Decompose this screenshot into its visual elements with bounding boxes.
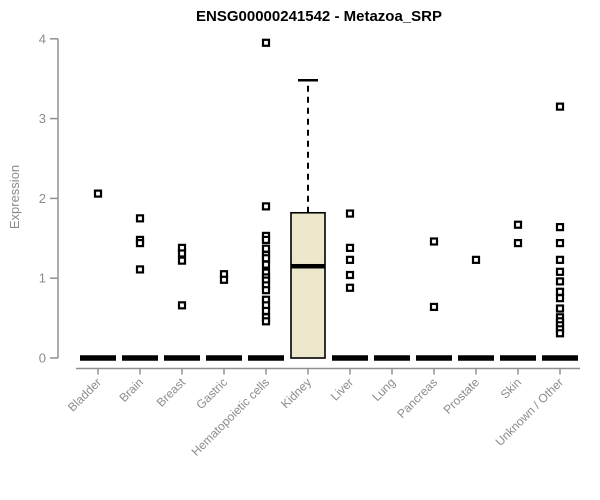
outlier-marker xyxy=(261,235,271,244)
outlier-marker xyxy=(261,260,271,269)
y-axis-label: Expression xyxy=(7,164,22,230)
category-label: Skin xyxy=(498,375,524,401)
outlier-marker xyxy=(261,244,271,253)
outlier-marker xyxy=(555,329,565,338)
median-line xyxy=(80,355,116,361)
outlier-marker xyxy=(177,256,187,265)
outlier-marker xyxy=(135,214,145,223)
median-line xyxy=(248,355,284,361)
outlier-marker xyxy=(219,275,229,284)
median-line xyxy=(500,355,536,361)
outlier-marker xyxy=(261,202,271,211)
y-tick-label: 4 xyxy=(39,31,46,46)
outlier-marker xyxy=(555,102,565,111)
category-label: Bladder xyxy=(65,375,104,414)
outlier-marker xyxy=(93,189,103,198)
outlier-marker xyxy=(345,243,355,252)
outlier-marker xyxy=(345,270,355,280)
outlier-marker xyxy=(177,249,187,258)
outlier-marker xyxy=(555,277,565,286)
chart-title: ENSG00000241542 - Metazoa_SRP xyxy=(196,8,442,25)
outlier-marker xyxy=(345,283,355,292)
outlier-marker xyxy=(513,220,523,229)
y-tick-label: 1 xyxy=(39,271,46,286)
outlier-marker xyxy=(177,301,187,310)
y-tick-label: 3 xyxy=(39,111,46,126)
median-line xyxy=(291,263,325,269)
category-label: Lung xyxy=(369,375,398,404)
outlier-marker xyxy=(345,209,355,218)
category-label: Hematopoietic cells xyxy=(189,375,272,458)
category-label: Pancreas xyxy=(394,375,440,421)
outlier-marker xyxy=(555,223,565,232)
median-line xyxy=(374,355,410,361)
outlier-marker xyxy=(135,238,145,248)
outlier-marker xyxy=(555,255,565,264)
category-label: Gastric xyxy=(193,375,230,412)
median-line xyxy=(164,355,200,361)
category-label: Liver xyxy=(328,375,356,403)
category-label: Kidney xyxy=(278,375,314,411)
outlier-marker xyxy=(135,265,145,274)
outlier-marker xyxy=(429,237,439,246)
outlier-marker xyxy=(261,286,271,295)
median-line xyxy=(332,355,368,361)
outlier-marker xyxy=(513,238,523,248)
outlier-marker xyxy=(429,302,439,312)
box-iqr xyxy=(290,211,326,359)
median-line xyxy=(122,355,158,361)
category-label: Breast xyxy=(154,375,189,410)
outlier-marker xyxy=(555,238,565,248)
y-tick-label: 2 xyxy=(39,191,46,206)
median-line xyxy=(416,355,452,361)
outlier-marker xyxy=(261,254,271,263)
median-line xyxy=(542,355,578,361)
outlier-marker xyxy=(261,317,271,326)
outlier-marker xyxy=(555,294,565,303)
median-line xyxy=(458,355,494,361)
y-tick-label: 0 xyxy=(39,351,46,366)
outlier-marker xyxy=(555,287,565,296)
category-label: Prostate xyxy=(441,375,483,417)
category-label: Brain xyxy=(116,375,146,405)
outlier-marker xyxy=(261,306,271,316)
outlier-marker xyxy=(261,38,271,47)
outlier-marker xyxy=(555,304,565,313)
median-line xyxy=(206,355,242,361)
outlier-marker xyxy=(471,255,481,264)
outlier-marker xyxy=(345,255,355,264)
outlier-marker xyxy=(555,267,565,276)
